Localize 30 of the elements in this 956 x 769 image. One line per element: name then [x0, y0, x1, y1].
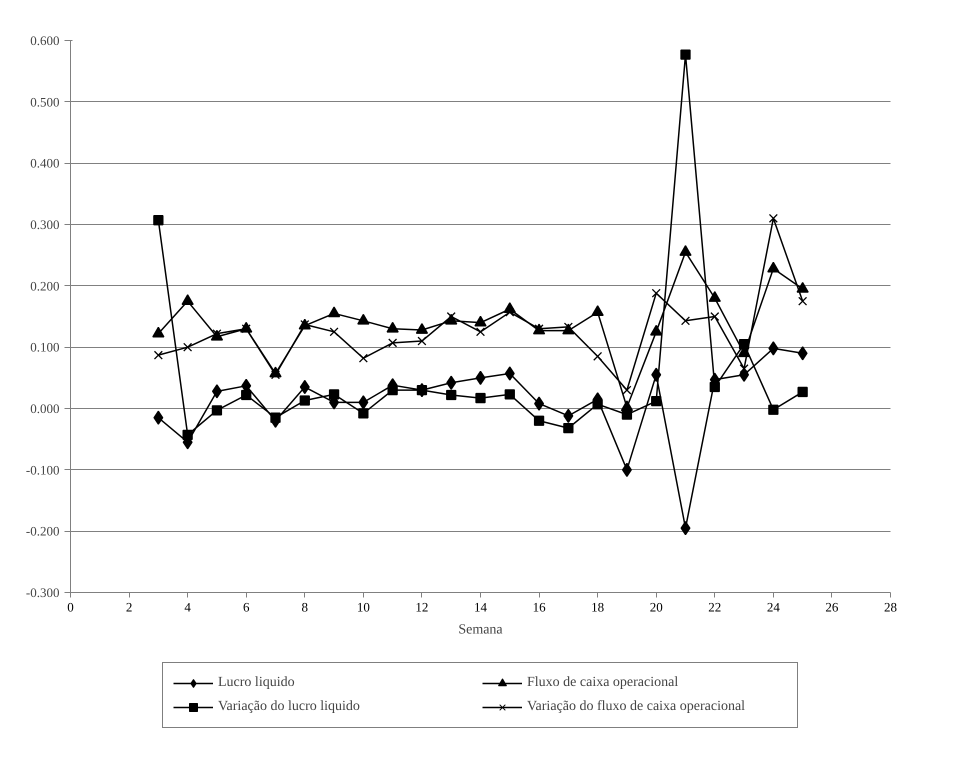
- x-axis-title: Semana: [458, 622, 504, 638]
- y-tick-label: 0.100: [30, 340, 60, 355]
- y-tick-label: 0.500: [30, 94, 60, 110]
- y-tick-label: -0.300: [26, 585, 60, 600]
- y-tick-label: 0.300: [30, 217, 60, 232]
- x-tick-label: 8: [302, 600, 308, 614]
- x-tick-label: 0: [67, 600, 74, 614]
- x-tick-label: 22: [708, 600, 722, 614]
- y-tick-label: 0.400: [30, 156, 60, 171]
- y-tick-label: 0.200: [30, 278, 60, 294]
- x-tick-label: 6: [242, 600, 250, 614]
- x-tick-label: 14: [474, 600, 488, 614]
- x-tick-label: 26: [825, 600, 839, 614]
- y-tick-label: 0.600: [30, 33, 60, 48]
- x-tick-label: 16: [532, 600, 546, 614]
- x-tick-label: 20: [650, 600, 663, 614]
- x-tick-label: 4: [184, 600, 192, 614]
- y-tick-label: -0.100: [26, 462, 60, 478]
- legend-label: Variação do lucro liquido: [218, 699, 361, 715]
- x-tick-label: 10: [356, 600, 370, 614]
- legend-label: Variação do fluxo de caixa operacional: [527, 699, 746, 715]
- x-tick-label: 2: [126, 600, 132, 614]
- x-tick-label: 12: [415, 600, 428, 614]
- legend-label: Lucro liquido: [218, 675, 296, 691]
- y-tick-label: -0.200: [26, 524, 60, 539]
- x-tick-label: 28: [884, 600, 897, 614]
- y-tick-label: 0.000: [30, 401, 60, 416]
- x-tick-label: 18: [591, 600, 604, 614]
- x-tick-label: 24: [766, 600, 780, 614]
- legend-label: Fluxo de caixa operacional: [527, 675, 680, 691]
